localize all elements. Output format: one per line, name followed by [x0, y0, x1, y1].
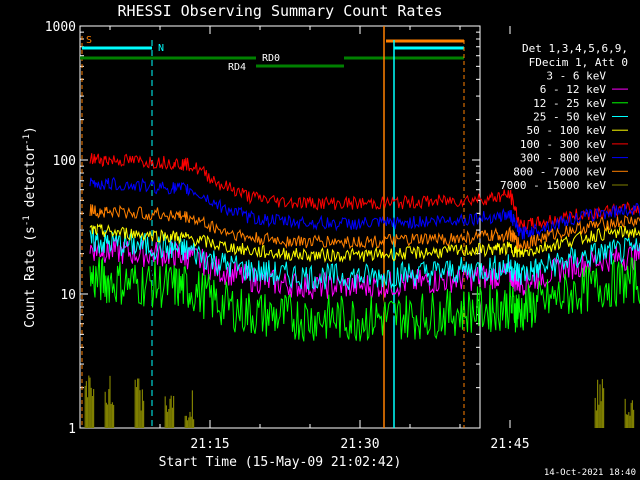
series-line-2: [89, 256, 640, 342]
x-tick-label: 21:15: [190, 437, 229, 452]
legend-entry: 800 - 7000 keV: [513, 165, 606, 178]
series-line-3: [89, 227, 640, 291]
plot-frame: [79, 25, 481, 429]
series-layer: [84, 153, 640, 428]
legend-header: Det 1,3,4,5,6,9,: [522, 42, 628, 55]
series-line-7: [89, 204, 640, 251]
y-tick-label: 10: [60, 288, 76, 303]
n-marker-label: N: [158, 43, 164, 54]
rd4-label: RD4: [228, 62, 246, 73]
legend: Det 1,3,4,5,6,9,FDecim 1, Att 03 - 6 keV…: [500, 42, 628, 192]
legend-entry: 100 - 300 keV: [520, 138, 606, 151]
legend-entry: 6 - 12 keV: [540, 83, 607, 96]
rd0-label: RD0: [262, 53, 280, 64]
timestamp: 14-Oct-2021 18:40: [544, 468, 636, 478]
y-tick-label: 1000: [45, 20, 76, 35]
legend-entry: 7000 - 15000 keV: [500, 179, 606, 192]
legend-header: FDecim 1, Att 0: [529, 56, 628, 69]
legend-entry: 12 - 25 keV: [533, 97, 606, 110]
y-tick-label: 1: [68, 422, 76, 437]
chart-title: RHESSI Observing Summary Count Rates: [117, 2, 442, 20]
series-line-6: [89, 176, 640, 240]
series-line-4: [89, 223, 640, 264]
x-axis-label: Start Time (15-May-09 21:02:42): [159, 455, 402, 470]
series-line-5: [89, 153, 640, 232]
x-tick-label: 21:45: [490, 437, 529, 452]
y-axis-ticks: 1 10 100 1000: [45, 20, 480, 437]
legend-entry: 300 - 800 keV: [520, 152, 606, 165]
legend-entry: 50 - 100 keV: [527, 124, 607, 137]
legend-entry: 3 - 6 keV: [546, 69, 606, 82]
s-marker-label: S: [86, 35, 92, 46]
y-axis-label: Count Rate (s-1 detector-1): [22, 126, 38, 328]
x-tick-label: 21:30: [340, 437, 379, 452]
observing-markers: S N RD0 RD4: [80, 26, 465, 428]
legend-entry: 25 - 50 keV: [533, 111, 606, 124]
y-tick-label: 100: [53, 154, 76, 169]
